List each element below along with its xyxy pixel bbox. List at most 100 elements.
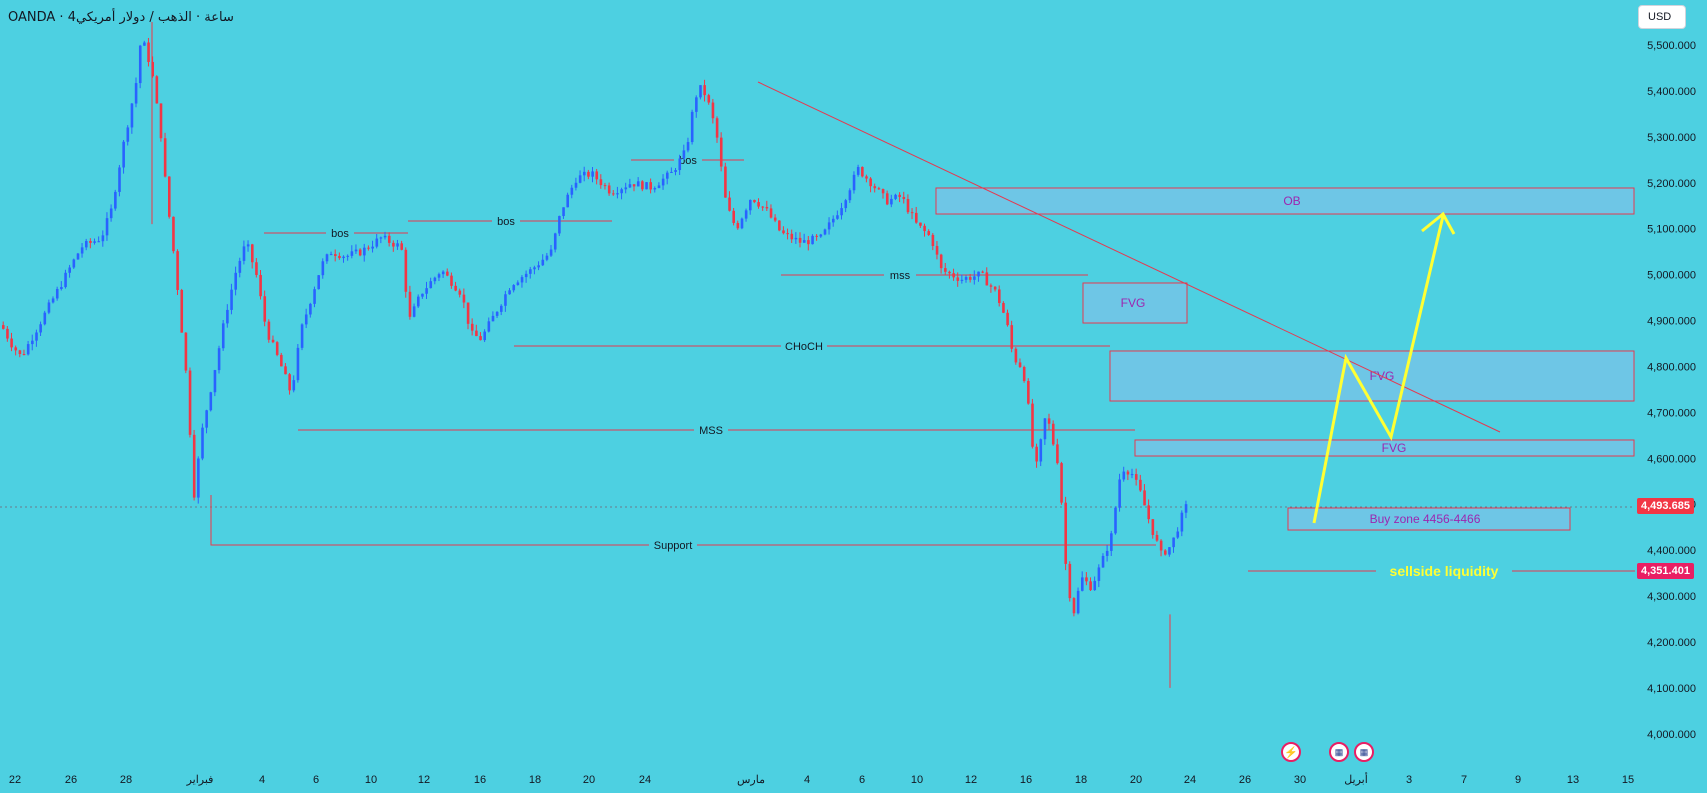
price-axis[interactable]: 4,000.000 4,100.000 4,200.000 4,300.000 4,40… xyxy=(1647,40,1696,741)
bos-label-3: bos xyxy=(679,155,697,167)
candle-body xyxy=(147,42,150,62)
time-tick-label: 20 xyxy=(583,774,595,786)
bos-label-bg-2 xyxy=(492,214,520,228)
candle-body xyxy=(408,291,412,317)
mss-label-bg-lower xyxy=(694,423,728,437)
candle-body xyxy=(641,181,644,190)
candle-body xyxy=(749,200,752,211)
candle-body xyxy=(964,277,968,280)
candle-body xyxy=(558,216,561,234)
candle-body xyxy=(1114,507,1117,534)
candle-body xyxy=(404,249,408,292)
bos-label-1: bos xyxy=(331,228,349,240)
candle-body xyxy=(31,340,34,345)
candle-body xyxy=(570,187,574,195)
fvg-zone-lower[interactable] xyxy=(1134,439,1635,457)
bos-label-bg-1 xyxy=(326,226,354,240)
candle-body xyxy=(968,277,972,280)
candle-body xyxy=(462,294,466,303)
candle-body xyxy=(396,243,399,247)
candle-body xyxy=(1105,550,1109,556)
candle-body xyxy=(89,240,92,243)
us-flag-event-icon[interactable]: ▦ xyxy=(1329,742,1349,762)
time-tick-label: 20 xyxy=(1130,774,1142,786)
candle-body xyxy=(383,235,387,238)
candle-body xyxy=(533,267,536,270)
time-axis[interactable]: 22 26 28 فبراير 4 6 10 12 16 18 20 24 مارس 4 6 10 12 16 18… xyxy=(9,772,1634,786)
candle-body xyxy=(163,138,167,177)
candle-body xyxy=(26,344,30,355)
candle-body xyxy=(105,218,109,236)
candle-body xyxy=(1035,446,1038,462)
candle-body xyxy=(778,220,781,231)
candle-body xyxy=(209,392,213,411)
candle-body xyxy=(126,127,130,142)
candle-body xyxy=(188,370,192,435)
bearish-trendline[interactable] xyxy=(757,81,1501,433)
candle-body xyxy=(931,234,935,246)
projection-path[interactable] xyxy=(1312,215,1445,524)
candle-body xyxy=(740,218,744,229)
candle-body xyxy=(1097,567,1101,581)
candle-body xyxy=(873,186,877,189)
candle-body xyxy=(454,285,457,291)
candle-body xyxy=(578,175,582,183)
candle-body xyxy=(470,323,474,331)
candle-body xyxy=(1085,577,1088,582)
candle-body xyxy=(309,303,312,315)
candle-body xyxy=(400,243,403,250)
time-tick-label: 26 xyxy=(1239,774,1251,786)
candle-body xyxy=(441,271,445,275)
candle-body xyxy=(524,273,528,278)
candle-body xyxy=(993,286,997,290)
ob-zone[interactable] xyxy=(935,187,1635,215)
fvg-zone-middle[interactable] xyxy=(1109,350,1635,402)
candle-body xyxy=(76,253,80,260)
candle-body xyxy=(429,281,433,289)
time-tick-label: 12 xyxy=(418,774,430,786)
time-tick-label: 6 xyxy=(313,774,319,786)
us-flag-event-icon-2[interactable]: ▦ xyxy=(1354,742,1374,762)
candle-body xyxy=(213,370,217,393)
current-price-tag: 4,493.685 xyxy=(1637,498,1694,514)
candle-body xyxy=(367,247,370,249)
candle-body xyxy=(1072,598,1076,614)
candle-body xyxy=(1051,423,1055,445)
candle-body xyxy=(1184,504,1188,513)
buy-zone[interactable] xyxy=(1287,507,1571,531)
currency-button[interactable]: USD xyxy=(1638,5,1686,29)
candle-body xyxy=(221,323,225,349)
candle-body xyxy=(998,289,1001,303)
candle-body xyxy=(379,237,383,239)
time-tick-label: 7 xyxy=(1461,774,1467,786)
candle-body xyxy=(184,332,188,371)
price-tick-label: 4,200.000 xyxy=(1647,637,1696,649)
candle-body xyxy=(973,276,976,280)
price-tick-label: 4,700.000 xyxy=(1647,407,1696,419)
fvg-zone-upper[interactable] xyxy=(1082,282,1188,324)
candle-body xyxy=(632,184,636,187)
price-tick-label: 4,300.000 xyxy=(1647,591,1696,603)
candle-body xyxy=(1076,590,1080,614)
candle-body xyxy=(304,314,308,325)
symbol-title[interactable]: OANDA · 4ساعة · الذهب / دولار أمريكي xyxy=(8,10,234,25)
price-tick-label: 5,500.000 xyxy=(1647,40,1696,52)
candle-body xyxy=(794,237,798,240)
candle-body xyxy=(234,272,237,290)
candle-body xyxy=(1081,577,1084,591)
candle-body xyxy=(14,347,18,351)
candle-body xyxy=(574,182,578,188)
lightning-event-icon[interactable]: ⚡ xyxy=(1281,742,1301,762)
candle-body xyxy=(885,193,889,205)
candle-body xyxy=(458,290,462,295)
candle-body xyxy=(707,95,711,103)
candle-body xyxy=(823,229,827,235)
time-tick-label: 16 xyxy=(474,774,486,786)
candle-body xyxy=(138,45,142,84)
candle-body xyxy=(122,141,125,168)
candle-body xyxy=(47,302,51,313)
candle-body xyxy=(989,285,993,287)
candle-body xyxy=(18,350,22,355)
candle-body xyxy=(101,235,105,242)
